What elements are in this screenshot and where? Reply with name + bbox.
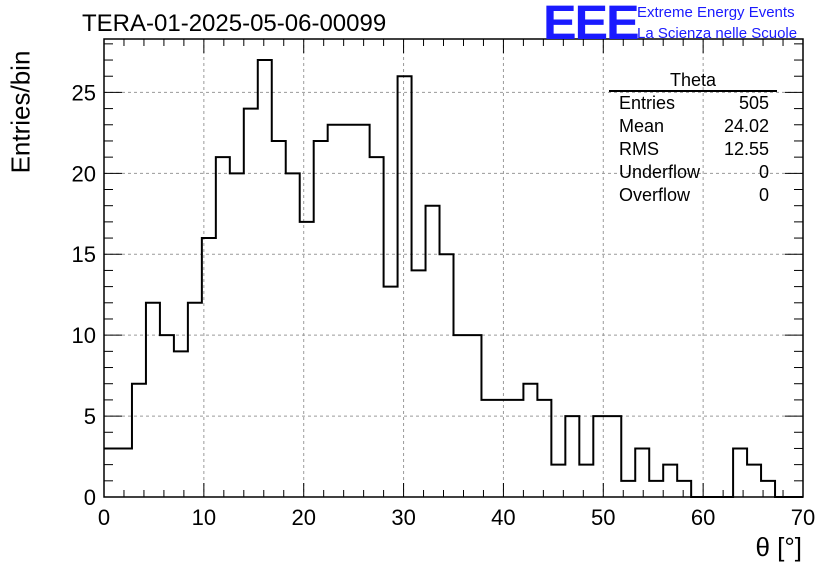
stats-row-overflow: Overflow 0: [609, 184, 777, 207]
stats-value: 12.55: [723, 139, 769, 159]
histogram-bin: [593, 416, 607, 497]
stats-box-title: Theta: [609, 70, 777, 92]
x-tick-label: 70: [791, 505, 815, 530]
chart-title: TERA-01-2025-05-06-00099: [82, 10, 387, 37]
histogram-bin: [300, 222, 314, 497]
eee-logo: EEE: [543, 0, 640, 50]
y-tick-label: 25: [72, 80, 96, 105]
histogram-bin: [132, 384, 146, 497]
stats-value: 0: [758, 162, 769, 182]
histogram-bin: [607, 416, 621, 497]
histogram-bin: [328, 125, 342, 497]
histogram-bin: [412, 270, 426, 497]
x-tick-label: 30: [391, 505, 415, 530]
histogram-bin: [649, 481, 663, 497]
histogram-bin: [202, 238, 216, 497]
stats-label: Overflow: [619, 185, 691, 205]
histogram-bin: [118, 448, 132, 497]
x-tick-label: 60: [691, 505, 715, 530]
x-axis-label: θ [°]: [755, 532, 802, 562]
y-axis-label: Entries/bin: [5, 50, 36, 174]
y-tick-label: 15: [72, 242, 96, 267]
histogram-bin: [426, 206, 440, 497]
histogram-bin: [677, 481, 691, 497]
histogram-bin: [258, 60, 272, 497]
histogram-bin: [579, 465, 593, 497]
histogram-bin: [509, 400, 523, 497]
stats-row-rms: RMS 12.55: [609, 138, 777, 161]
logo-line-1: Extreme Energy Events: [637, 4, 795, 21]
histogram-bin: [314, 141, 328, 497]
histogram-bin: [356, 125, 370, 497]
y-tick-label: 10: [72, 323, 96, 348]
histogram-bin: [733, 448, 747, 497]
stats-label: RMS: [619, 139, 659, 159]
stats-row-entries: Entries 505: [609, 92, 777, 115]
histogram-bin: [523, 384, 537, 497]
x-tick-label: 50: [591, 505, 615, 530]
histogram-outline: [104, 59, 803, 498]
stats-label: Mean: [619, 116, 665, 136]
histogram-bin: [342, 125, 356, 497]
histogram-bin: [537, 400, 551, 497]
histogram-bin: [216, 157, 230, 497]
histogram-bin: [370, 157, 384, 497]
histogram-bin: [467, 335, 481, 497]
histogram-bin: [495, 400, 509, 497]
histogram-bin: [747, 465, 761, 497]
histogram-bin: [481, 400, 495, 497]
y-tick-label: 20: [72, 161, 96, 186]
histogram-bin: [384, 287, 398, 497]
histogram-bin: [440, 254, 454, 497]
stats-row-mean: Mean 24.02: [609, 115, 777, 138]
histogram-bin: [398, 76, 412, 497]
histogram-bin: [635, 448, 649, 497]
histogram-bin: [146, 303, 160, 497]
stats-row-underflow: Underflow 0: [609, 161, 777, 184]
x-tick-label: 20: [291, 505, 315, 530]
stats-value: 24.02: [723, 116, 769, 136]
x-tick-label: 10: [192, 505, 216, 530]
stats-label: Entries: [619, 93, 676, 113]
stats-value: 505: [738, 93, 769, 113]
histogram-bin: [188, 303, 202, 497]
plot-frame: [103, 38, 804, 498]
x-tick-label: 0: [98, 505, 110, 530]
histogram-bin: [244, 109, 258, 497]
y-tick-label: 5: [84, 404, 96, 429]
histogram-bin: [272, 141, 286, 497]
stats-value: 0: [758, 185, 769, 205]
logo-line-2: La Scienza nelle Scuole: [637, 25, 798, 42]
stats-label: Underflow: [619, 162, 701, 182]
histogram-bin: [565, 416, 579, 497]
stats-box: Theta Entries 505 Mean 24.02 RMS 12.55 U…: [609, 70, 777, 207]
x-tick-label: 40: [491, 505, 515, 530]
histogram-bin: [663, 465, 677, 497]
histogram-bin: [104, 448, 118, 497]
y-tick-label: 0: [84, 485, 96, 510]
histogram-bin: [174, 351, 188, 497]
